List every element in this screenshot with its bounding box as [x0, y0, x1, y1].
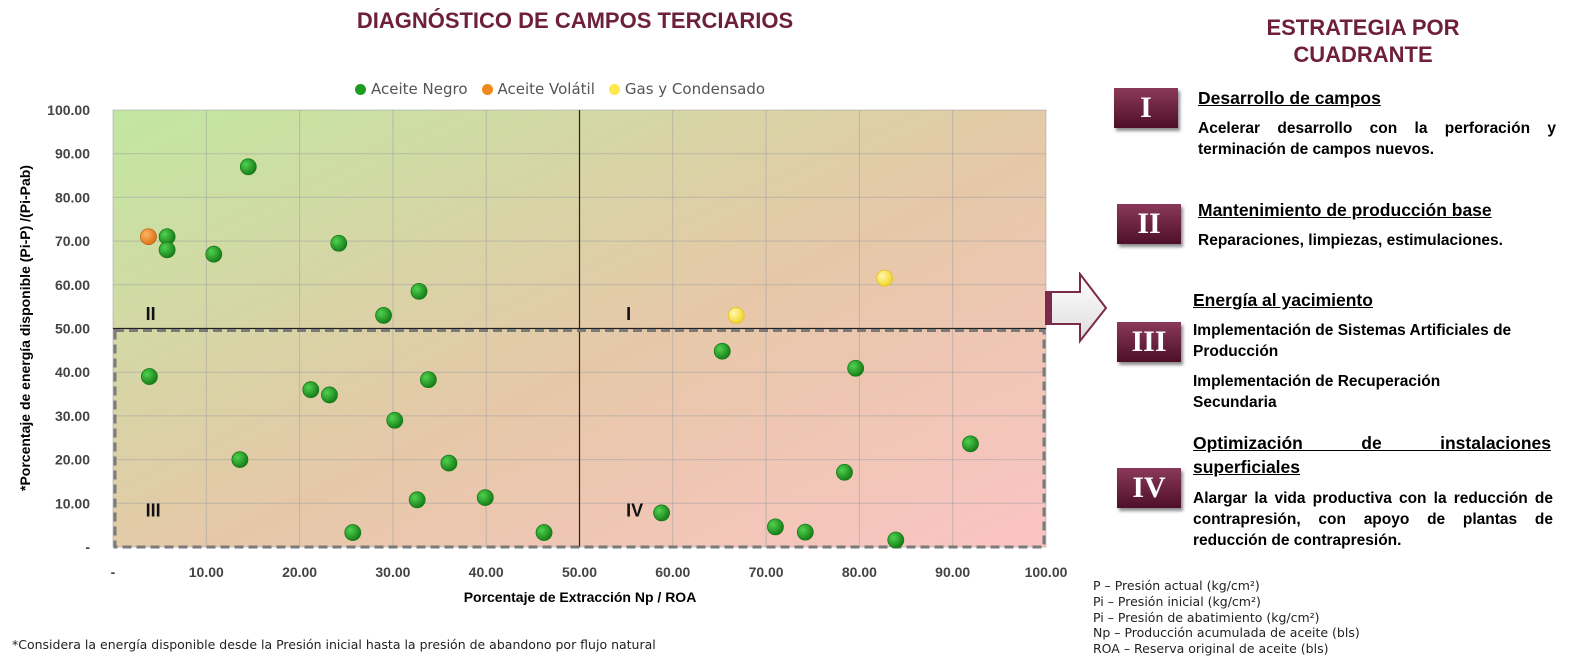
x-tick-label: 50.00: [562, 564, 597, 580]
data-point: [847, 359, 865, 377]
strategy-title-line: CUADRANTE: [1293, 42, 1433, 67]
legend-item-aceite-negro: Aceite Negro: [355, 80, 468, 98]
data-point: [386, 411, 404, 429]
legend-label: Aceite Negro: [371, 80, 468, 98]
strategy-title-i: Desarrollo de campos: [1198, 88, 1381, 108]
legend-item-aceite-volatil: Aceite Volátil: [481, 80, 595, 98]
quadrant-label: IV: [626, 500, 643, 520]
note-line: Pi – Presión inicial (kg/cm²): [1093, 593, 1261, 609]
data-point: [375, 306, 392, 324]
strategy-text-iii-a: Implementación de Sistemas Artificiales …: [1193, 322, 1512, 360]
quadrant-badge-i: I: [1114, 88, 1178, 128]
y-tick-label: 90.00: [55, 146, 90, 162]
strategy-title-iv-cont: superficiales: [1193, 457, 1300, 477]
data-point: [205, 245, 223, 263]
x-axis-label: Porcentaje de Extracción Np / ROA: [463, 589, 697, 605]
x-tick-label: -: [111, 564, 116, 580]
data-point: [140, 228, 157, 246]
data-point: [408, 491, 426, 509]
legend-dot-icon: [355, 83, 366, 95]
chart-legend: Aceite Negro Aceite Volátil Gas y Conden…: [355, 80, 765, 98]
legend-label: Gas y Condensado: [624, 80, 766, 98]
data-point: [836, 463, 853, 481]
x-tick-label: 90.00: [935, 564, 970, 580]
chart-title: DIAGNÓSTICO DE CAMPOS TERCIARIOS: [356, 8, 794, 33]
y-tick-label: 10.00: [55, 495, 90, 511]
y-axis-label: *Porcentaje de energía disponible (Pi-P)…: [17, 165, 33, 491]
arrow-right-icon: [1045, 272, 1108, 344]
data-point: [653, 504, 671, 522]
x-tick-label: 30.00: [375, 564, 410, 580]
data-point: [796, 523, 814, 541]
data-point: [231, 451, 249, 469]
data-point: [419, 371, 437, 389]
data-point: [962, 435, 979, 453]
abbreviation-notes: P – Presión actual (kg/cm²) Pi – Presión…: [1093, 578, 1360, 657]
data-point: [140, 368, 158, 385]
x-tick-label: 40.00: [469, 564, 504, 580]
strategy-title-iii: Energía al yacimiento: [1193, 290, 1373, 310]
data-point: [767, 518, 784, 536]
note-line: P – Presión actual (kg/cm²): [1093, 578, 1260, 593]
x-tick-label: 100.00: [1025, 564, 1068, 580]
scatter-chart: - - 10.00 10.00 20.00 20.00 30.00 30.00 40.00 40.…: [47, 102, 1068, 580]
y-tick-label: 50.00: [55, 321, 90, 337]
data-point: [476, 489, 494, 507]
y-tick-label: 70.00: [55, 233, 90, 249]
data-point: [344, 524, 362, 541]
data-point: [535, 524, 553, 541]
x-tick-label: 20.00: [282, 564, 317, 580]
data-point: [713, 342, 731, 360]
quadrant-label: I: [626, 304, 631, 324]
highlight-box: [113, 329, 1046, 549]
strategy-title-line: ESTRATEGIA POR: [1266, 15, 1460, 40]
legend-dot-icon: [481, 83, 493, 95]
y-tick-label: 40.00: [55, 364, 90, 380]
strategy-title-iv: Optimización de instalaciones: [1193, 433, 1551, 453]
quadrant-label: III: [146, 500, 161, 520]
x-tick-label: 10.00: [189, 564, 224, 580]
data-point: [158, 241, 176, 259]
strategy-title-ii: Mantenimiento de producción base: [1198, 200, 1492, 220]
strategy-text-iv: Alargar la vida productiva con la reducc…: [1193, 490, 1553, 549]
x-tick-label: 70.00: [749, 564, 784, 580]
note-line: Pi – Presión de abatimiento (kg/cm²): [1093, 609, 1320, 625]
data-point: [330, 234, 348, 252]
data-point: [887, 531, 905, 549]
y-tick-label: 100.00: [47, 102, 90, 118]
legend-label: Aceite Volátil: [497, 80, 595, 98]
strategy-text-iii-b: Implementación de Recuperación Secundari…: [1193, 373, 1441, 411]
x-tick-label: 60.00: [655, 564, 690, 580]
quadrant-badge-iv: IV: [1117, 468, 1181, 508]
quadrant-label: II: [146, 304, 156, 324]
y-tick-label: -: [85, 539, 90, 555]
strategy-text-ii: Reparaciones, limpiezas, estimulaciones.: [1198, 232, 1503, 249]
quadrant-badge-iii: III: [1117, 322, 1181, 362]
note-line: ROA – Reserva original de aceite (bls): [1093, 641, 1329, 657]
y-tick-label: 60.00: [55, 277, 90, 293]
footnote: *Considera la energía disponible desde l…: [12, 637, 656, 652]
strategy-text-i: Acelerar desarrollo con la perforación y…: [1198, 120, 1556, 158]
data-point: [321, 386, 338, 404]
x-tick-label: 80.00: [842, 564, 877, 580]
data-point: [302, 381, 320, 399]
data-point: [876, 269, 893, 287]
strategy-title: ESTRATEGIA POR CUADRANTE: [1218, 14, 1508, 68]
legend-dot-icon: [608, 83, 620, 95]
data-point: [727, 306, 745, 324]
data-point: [410, 282, 428, 300]
y-tick-label: 30.00: [55, 408, 90, 424]
y-tick-label: 80.00: [55, 189, 90, 205]
quadrant-badge-ii: II: [1117, 204, 1181, 244]
y-tick-label: 20.00: [55, 452, 90, 468]
data-point: [440, 454, 458, 472]
legend-item-gas-condensado: Gas y Condensado: [608, 80, 766, 98]
data-point: [239, 158, 257, 176]
note-line: Np – Producción acumulada de aceite (bls…: [1093, 625, 1360, 641]
